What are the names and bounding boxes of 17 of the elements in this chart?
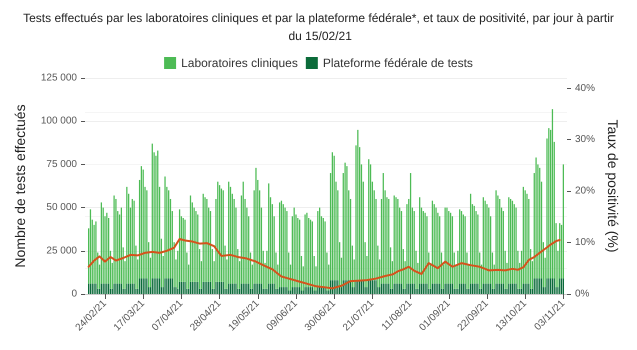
y2-tick-label: 10% — [575, 237, 596, 248]
y-tick-label: 125 000 — [40, 72, 78, 84]
y-tick-label: 50 000 — [46, 202, 78, 214]
y2-tick-label: 0% — [575, 288, 590, 300]
y-axis-title: Nombre de tests effectués — [12, 104, 28, 268]
y-tick-label: 0 — [71, 288, 78, 300]
y2-tick-label: 40% — [575, 82, 596, 94]
chart-title: Tests effectués par les laboratoires cliniques et par la plateforme fédérale*, et taux de positivité, par jour à partir du 15/02/21 — [23, 11, 614, 43]
legend-label: Plateforme fédérale de tests — [322, 56, 473, 70]
y2-axis-title: Taux de positivité (%) — [604, 119, 621, 253]
legend-label: Laboratoires cliniques — [181, 56, 298, 70]
y2-tick-label: 30% — [575, 134, 596, 146]
line-series — [88, 238, 561, 290]
y-tick-label: 100 000 — [40, 116, 78, 127]
y-tick-label: 25 000 — [46, 245, 78, 256]
y2-tick-label: 20% — [575, 186, 596, 197]
y-tick-label: 75 000 — [46, 158, 78, 170]
